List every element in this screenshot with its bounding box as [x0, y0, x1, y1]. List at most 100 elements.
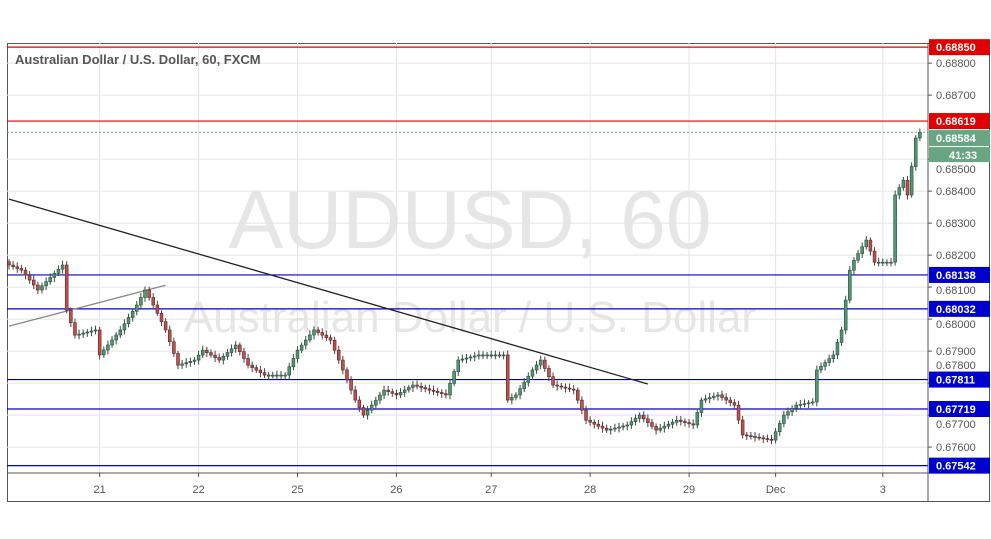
candle-up [876, 261, 881, 264]
level-price-label-bg [929, 113, 990, 130]
candle-up [823, 362, 827, 367]
candle-down [604, 427, 609, 431]
candle-up [283, 374, 287, 377]
candle-down [769, 439, 774, 441]
candle-down [155, 304, 160, 314]
candle-up [118, 329, 123, 336]
candle-up [402, 389, 407, 393]
candle-down [336, 349, 341, 361]
candle-down [444, 393, 448, 396]
candle-up [126, 317, 131, 325]
x-tick-label: 27 [485, 484, 497, 496]
level-price-label-bg [929, 457, 990, 474]
y-tick-label: 0.68200 [936, 250, 976, 262]
candle-down [732, 402, 737, 406]
candle-down [349, 379, 353, 391]
candle-down [584, 409, 588, 421]
x-tick-label: 25 [291, 484, 303, 496]
candle-up [662, 425, 667, 429]
candle-up [188, 361, 193, 363]
candle-down [761, 437, 765, 440]
candle-up [621, 425, 625, 428]
candle-up [374, 399, 378, 406]
x-tick-label: Dec [766, 484, 786, 496]
candle-up [489, 354, 493, 357]
candle-up [881, 261, 885, 264]
candle-down [559, 385, 564, 388]
candle-up [798, 404, 803, 406]
level-price-label: 0.67811 [936, 375, 975, 387]
x-tick-label: 28 [584, 484, 596, 496]
candle-up [266, 374, 271, 377]
candle-up [135, 304, 139, 312]
candle-down [740, 419, 745, 436]
y-tick-label: 0.68800 [936, 58, 976, 70]
countdown-label-bg [929, 147, 990, 163]
candle-down [427, 388, 432, 391]
candle-down [765, 438, 770, 440]
candle-up [707, 397, 712, 400]
candle-down [320, 332, 324, 336]
candle-up [522, 382, 526, 389]
candle-down [176, 353, 180, 366]
candle-down [728, 399, 733, 403]
candle-up [89, 330, 94, 333]
candle-up [398, 392, 403, 396]
candle-up [629, 421, 634, 426]
y-tick-label: 0.67800 [936, 360, 976, 372]
candle-up [130, 310, 135, 318]
candle-up [530, 369, 535, 377]
candle-up [538, 359, 543, 366]
candle-up [365, 409, 370, 416]
candle-down [361, 407, 366, 416]
candle-up [786, 411, 790, 416]
y-tick-label: 0.68000 [936, 319, 976, 331]
candle-up [411, 384, 415, 388]
ascending-trendline[interactable] [8, 284, 166, 327]
candle-up [291, 358, 296, 368]
x-tick-label: 21 [94, 484, 106, 496]
candle-down [386, 389, 390, 393]
candle-up [518, 388, 522, 396]
candle-down [217, 357, 221, 361]
candle-up [819, 365, 823, 371]
candle-up [889, 261, 893, 264]
y-tick-label: 0.68700 [936, 90, 976, 102]
candle-down [246, 358, 250, 366]
candle-up [233, 344, 238, 350]
y-tick-label: 0.67600 [936, 442, 976, 454]
candle-up [485, 354, 489, 357]
candle-up [893, 194, 897, 263]
level-price-label: 0.68850 [936, 42, 976, 54]
candle-up [778, 423, 782, 433]
candle-up [56, 268, 61, 274]
candle-down [357, 399, 362, 408]
candle-down [745, 434, 749, 437]
candle-down [555, 384, 559, 387]
candle-up [835, 342, 840, 356]
candle-up [534, 364, 539, 371]
candle-up [827, 358, 831, 363]
candle-down [11, 264, 15, 268]
candle-down [720, 394, 724, 398]
candle-up [831, 354, 836, 360]
level-price-label: 0.68619 [936, 116, 976, 128]
candle-down [250, 364, 254, 368]
level-price-label-bg [929, 266, 990, 283]
candle-up [407, 387, 411, 391]
candle-up [810, 401, 815, 404]
candle-down [596, 423, 601, 427]
countdown-label: 41:33 [949, 150, 977, 162]
level-price-label: 0.68138 [936, 270, 976, 282]
candle-down [97, 329, 102, 356]
descending-trendline[interactable] [8, 198, 649, 385]
candle-up [773, 431, 778, 441]
candle-down [872, 250, 877, 263]
candle-up [613, 427, 617, 430]
candle-down [147, 289, 151, 298]
candle-up [666, 423, 671, 427]
candle-up [625, 424, 629, 427]
candle-up [139, 297, 143, 306]
candle-up [308, 334, 312, 341]
